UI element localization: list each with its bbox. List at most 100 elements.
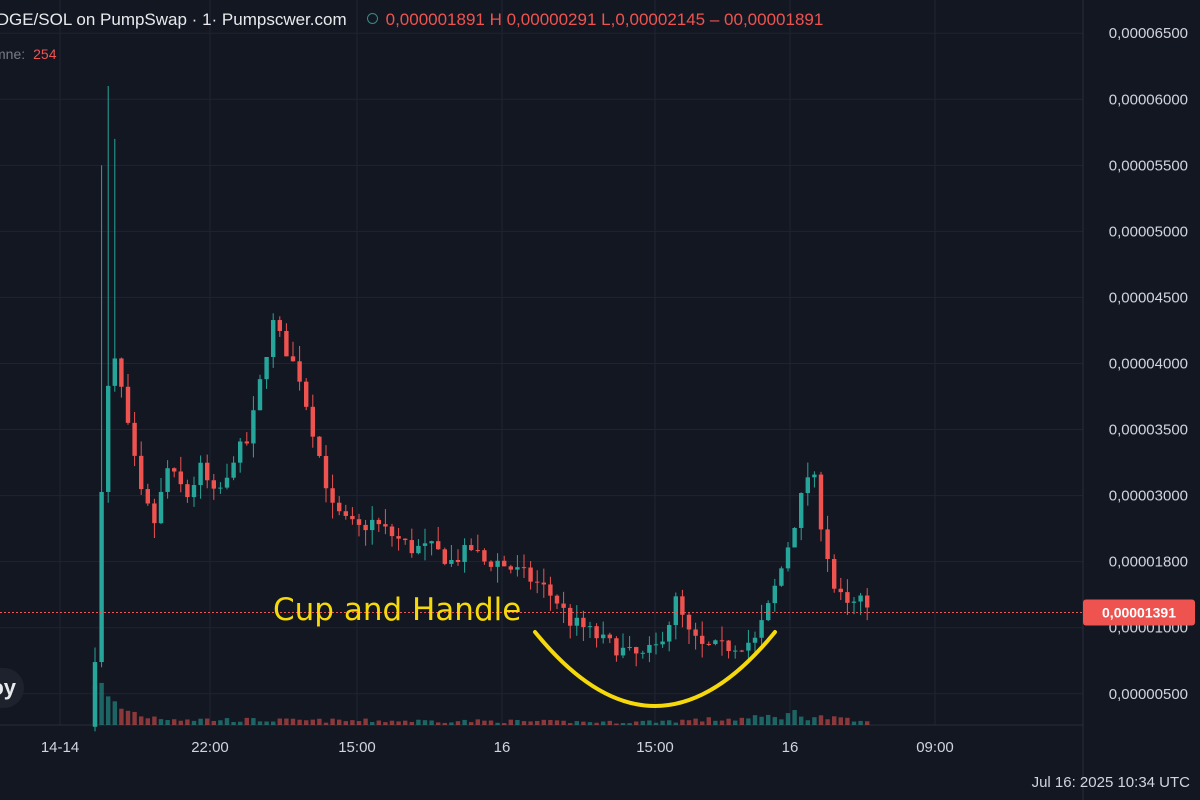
volume-bar — [422, 720, 428, 725]
volume-bar — [218, 720, 223, 725]
candle-body — [634, 647, 639, 654]
volume-bar — [455, 721, 461, 725]
volume-value: 254 — [33, 46, 57, 62]
volume-bar — [92, 685, 98, 725]
volume-bar — [409, 721, 414, 725]
volume-bar — [667, 720, 672, 725]
y-tick-label: 0,00006500 — [1109, 25, 1188, 42]
candle-body — [297, 361, 302, 382]
candle-body — [627, 647, 632, 649]
candle-body — [693, 629, 698, 636]
volume-bar — [594, 722, 599, 725]
volume-bar — [350, 720, 355, 725]
candle-body — [475, 550, 480, 552]
volume-bar — [614, 723, 619, 725]
volume-bar — [436, 722, 441, 725]
volume-bar — [620, 723, 626, 725]
candle-body — [495, 560, 500, 567]
candle-body — [304, 381, 309, 407]
volume-bar — [607, 720, 612, 725]
volume-bar — [792, 710, 797, 725]
candle-body — [799, 493, 804, 528]
candle-body — [106, 385, 111, 492]
volume-bar — [475, 719, 480, 725]
volume-bar — [106, 696, 111, 725]
volume-bar — [277, 718, 282, 725]
candle-body — [323, 455, 329, 489]
candle-body — [271, 320, 276, 357]
volume-bar — [257, 721, 263, 725]
y-tick-label: 0,00005000 — [1109, 223, 1188, 240]
volume-bar — [686, 720, 692, 725]
volume-bar — [818, 715, 824, 725]
volume-bar — [442, 722, 447, 725]
volume-bar — [403, 720, 408, 725]
candle-body — [191, 485, 197, 498]
candle-body — [455, 559, 461, 562]
volume-bar — [297, 719, 302, 725]
volume-bar — [99, 682, 104, 725]
candle-body — [653, 644, 659, 646]
volume-bar — [449, 722, 454, 725]
volume-bar — [396, 721, 401, 725]
candle-body — [680, 596, 685, 615]
candle-body — [290, 356, 296, 362]
candle-body — [178, 471, 183, 485]
candle-body — [330, 488, 335, 503]
x-tick-label: 14-14 — [41, 739, 79, 756]
candle-body — [581, 617, 586, 628]
volume-bar — [779, 719, 784, 725]
candle-body — [145, 489, 150, 504]
candle-body — [766, 603, 771, 621]
candle-body — [488, 561, 494, 567]
volume-bar — [185, 719, 190, 725]
volume-bar — [693, 718, 698, 725]
volume-bar — [251, 718, 256, 725]
volume-bar — [238, 721, 243, 725]
candle-body — [772, 585, 777, 604]
candle-body — [845, 592, 850, 603]
candle-body — [429, 541, 434, 544]
volume-bar — [733, 720, 738, 725]
candle-body — [620, 647, 626, 656]
volume-bar — [488, 720, 494, 725]
volume-bar — [515, 719, 520, 725]
candle-body — [515, 567, 520, 570]
volume-bar — [495, 722, 500, 725]
volume-bar — [581, 721, 586, 725]
candle-body — [132, 422, 137, 456]
candle-body — [805, 477, 810, 494]
pair-title[interactable]: /DGE/SOL on PumpSwap · 1· Pumpscwer.com — [0, 10, 347, 29]
candle-body — [561, 603, 566, 608]
candle-body — [158, 491, 164, 524]
candle-body — [825, 529, 830, 560]
candle-body — [99, 491, 104, 663]
volume-bar — [271, 721, 276, 725]
candle-body — [462, 545, 467, 562]
volume-bar — [640, 720, 645, 725]
volume-bar — [838, 717, 843, 725]
volume-bar — [304, 720, 309, 725]
volume-bar — [772, 717, 777, 725]
candle-body — [198, 462, 203, 486]
candle-body — [818, 474, 824, 530]
volume-bar — [508, 719, 513, 725]
volume-label: mne: — [0, 46, 26, 62]
y-tick-label: 0,00000500 — [1109, 686, 1188, 703]
candle-body — [759, 620, 764, 638]
y-tick-label: 0,00003500 — [1109, 422, 1188, 439]
volume-bar — [132, 711, 137, 725]
volume-bar — [851, 721, 857, 725]
volume-bar — [700, 721, 705, 725]
volume-bar — [290, 718, 296, 725]
candle-body — [587, 626, 593, 628]
candle-body — [713, 640, 718, 645]
candle-body — [172, 468, 177, 472]
candle-body — [746, 642, 751, 651]
volume-bar — [825, 719, 830, 725]
volume-bar — [799, 716, 804, 725]
volume-bar — [832, 716, 837, 725]
candle-body — [528, 567, 533, 582]
volume-bar — [647, 720, 652, 725]
